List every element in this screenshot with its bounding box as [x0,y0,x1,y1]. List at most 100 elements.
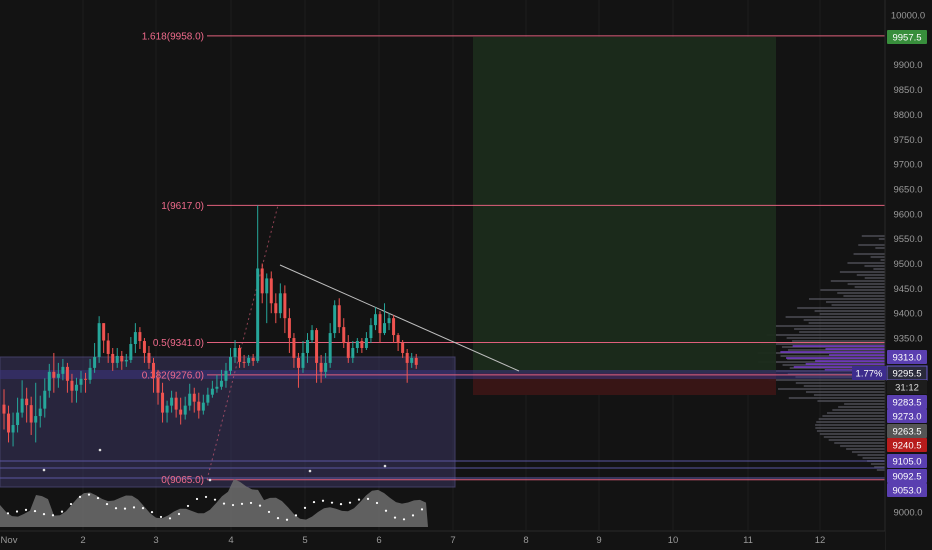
price-badge-bg [887,454,927,468]
price-badge-bg [887,424,927,438]
oscillator-dot [177,512,181,516]
candle-body [156,377,160,393]
volume-profile-bar [822,415,885,417]
oscillator-dot [213,498,217,501]
candle-body [396,335,400,344]
candle-body [74,384,78,391]
oscillator-dot [375,501,379,505]
time-tick-label: 6 [376,535,381,546]
candle-body [84,378,88,380]
volume-profile-bar [862,457,885,459]
time-axis[interactable]: Nov 2 3 4 5 6 7 8 9 10 11 12 [0,530,885,550]
candle-body [256,268,260,361]
time-tick-label: 4 [228,535,233,546]
volume-profile-bar [826,301,885,303]
candle-body [133,332,137,345]
volume-profile-bar [840,445,885,447]
candle-body [355,341,359,348]
candle-body [287,318,291,339]
candle-body [278,293,282,314]
price-badge-bg [887,350,927,364]
time-tick-label: 10 [668,535,679,546]
volume-profile-bar [847,283,885,285]
candle-body [93,356,97,368]
oscillator-dot [366,497,370,500]
volume-profile-bar [851,451,885,453]
price-badge-bg [887,395,927,409]
price-tick-label: 9450.0 [893,284,922,295]
fibonacci-levels[interactable]: 1.618(9958.0) 1(9617.0) 0.5(9341.0) 0.382(9… [142,31,885,486]
candle-body [47,371,51,391]
candle-body [79,378,83,385]
candle-body [378,314,382,334]
oscillator-dot [303,506,307,509]
price-tick-label: 9600.0 [893,209,922,220]
volume-profile-value-area-bar [805,363,885,365]
candle-body [192,393,196,402]
oscillator-dot [6,512,10,515]
candle-body [147,352,151,363]
time-tick-label: 11 [743,535,753,546]
volume-profile-bar [805,391,885,393]
oscillator-dot [348,501,352,504]
volume-profile-bar [837,292,885,294]
candle-body [251,357,255,361]
volume-profile-bar [766,334,885,336]
volume-profile-bar [786,337,885,339]
signal-dot [98,448,102,452]
volume-profile-bar [819,433,885,435]
candle-body [351,347,355,358]
volume-profile-bar [803,385,885,387]
oscillator-dot [393,516,397,519]
oscillator-dot [357,498,361,501]
candle-body [369,325,373,339]
oscillator-dot [195,497,199,501]
candle-body [342,327,346,344]
candle-body [328,333,332,363]
volume-profile-bar [857,454,885,456]
fib-level-label: 0.382(9276.0) [142,370,204,381]
fib-anchor-line [206,205,279,480]
volume-profile-bar [795,382,885,384]
volume-profile-bar [870,256,885,258]
volume-profile-bar [864,265,885,267]
candle-body [115,355,119,363]
candle-body [97,323,101,357]
fib-level-label: 1(9617.0) [161,201,204,212]
candle-body [383,323,387,334]
volume-profile-bar [820,289,885,291]
candle-body [233,347,237,357]
candle-body [151,362,155,378]
oscillator-dot [204,495,208,499]
volume-profile-bar [785,316,885,318]
price-tick-label: 9800.0 [893,110,922,121]
candle-body [138,332,142,342]
oscillator-dot [258,504,262,507]
candle-body [410,357,414,363]
candle-body [301,352,305,368]
candle-body [306,340,310,353]
oscillator-dot [51,514,55,517]
volume-profile-bar [817,400,885,402]
oscillator-dot [420,508,424,511]
descending-trendline[interactable] [279,264,520,372]
fib-level-label: 0(9065.0) [161,475,204,486]
volume-profile-bar [823,436,885,438]
time-tick-label: 12 [815,535,826,546]
oscillator-dot [276,517,280,520]
price-badge: 9313.0 [892,353,921,364]
oscillator-dot [33,509,37,513]
oscillator-dot [132,506,136,509]
volume-profile-value-area-bar [829,354,885,356]
candle-body [392,318,396,336]
trend-lines[interactable] [206,205,520,480]
volume-profile-bar [815,427,885,429]
candle-body [29,405,33,423]
candle-body [401,343,405,353]
oscillator-dot [285,518,289,521]
volume-profile-bar [815,424,885,426]
candle-body [165,405,169,413]
price-badge: 9263.5 [892,427,921,438]
price-badge-bg [887,438,927,452]
